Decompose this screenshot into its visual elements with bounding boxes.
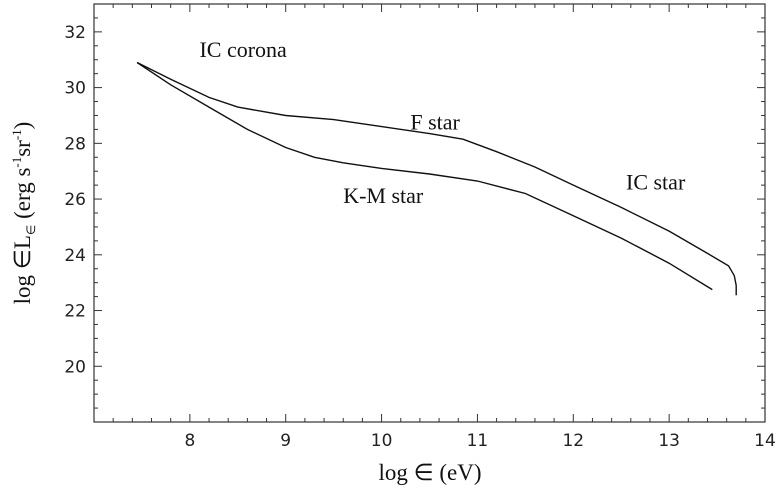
y-axis-title: log ∈L∈ (erg s-1sr-1) bbox=[9, 122, 38, 305]
y-tick-label: 30 bbox=[64, 79, 86, 99]
annotation-label: IC corona bbox=[199, 37, 287, 62]
y-axis-sup1: -1 bbox=[9, 157, 24, 168]
curves bbox=[136, 61, 737, 296]
x-tick-label: 12 bbox=[562, 431, 584, 451]
x-tick-label: 10 bbox=[371, 431, 393, 451]
series-line bbox=[136, 61, 713, 291]
x-axis-title: log ∈ (eV) bbox=[378, 460, 481, 485]
series-line bbox=[136, 61, 737, 296]
y-axis-mid: sr bbox=[10, 140, 35, 157]
annotations: IC corona F star IC star K-M star bbox=[199, 37, 686, 208]
y-axis-main: log ∈L bbox=[10, 235, 35, 304]
y-tick-label: 26 bbox=[64, 190, 86, 210]
y-axis-close: ) bbox=[10, 122, 35, 130]
x-tick-label: 14 bbox=[754, 431, 776, 451]
plot-frame bbox=[93, 3, 766, 423]
y-axis-sub: ∈ bbox=[24, 225, 38, 235]
y-tick-label: 28 bbox=[64, 134, 86, 154]
annotation-label: IC star bbox=[626, 169, 686, 194]
y-axis-sup2: -1 bbox=[9, 129, 24, 140]
tick-labels: 8 9 10 11 12 13 14 20 22 24 26 28 30 32 bbox=[64, 23, 775, 451]
y-tick-label: 20 bbox=[64, 357, 86, 377]
y-tick-label: 24 bbox=[64, 246, 86, 266]
axis-ticks bbox=[93, 3, 766, 423]
y-tick-label: 22 bbox=[64, 302, 86, 322]
x-tick-label: 11 bbox=[467, 431, 489, 451]
y-axis-units-open: (erg s bbox=[10, 168, 35, 225]
x-tick-label: 8 bbox=[184, 431, 195, 451]
x-tick-label: 13 bbox=[658, 431, 680, 451]
y-tick-label: 32 bbox=[64, 23, 86, 43]
x-tick-label: 9 bbox=[280, 431, 291, 451]
annotation-label: K-M star bbox=[343, 183, 424, 208]
annotation-label: F star bbox=[410, 109, 460, 134]
